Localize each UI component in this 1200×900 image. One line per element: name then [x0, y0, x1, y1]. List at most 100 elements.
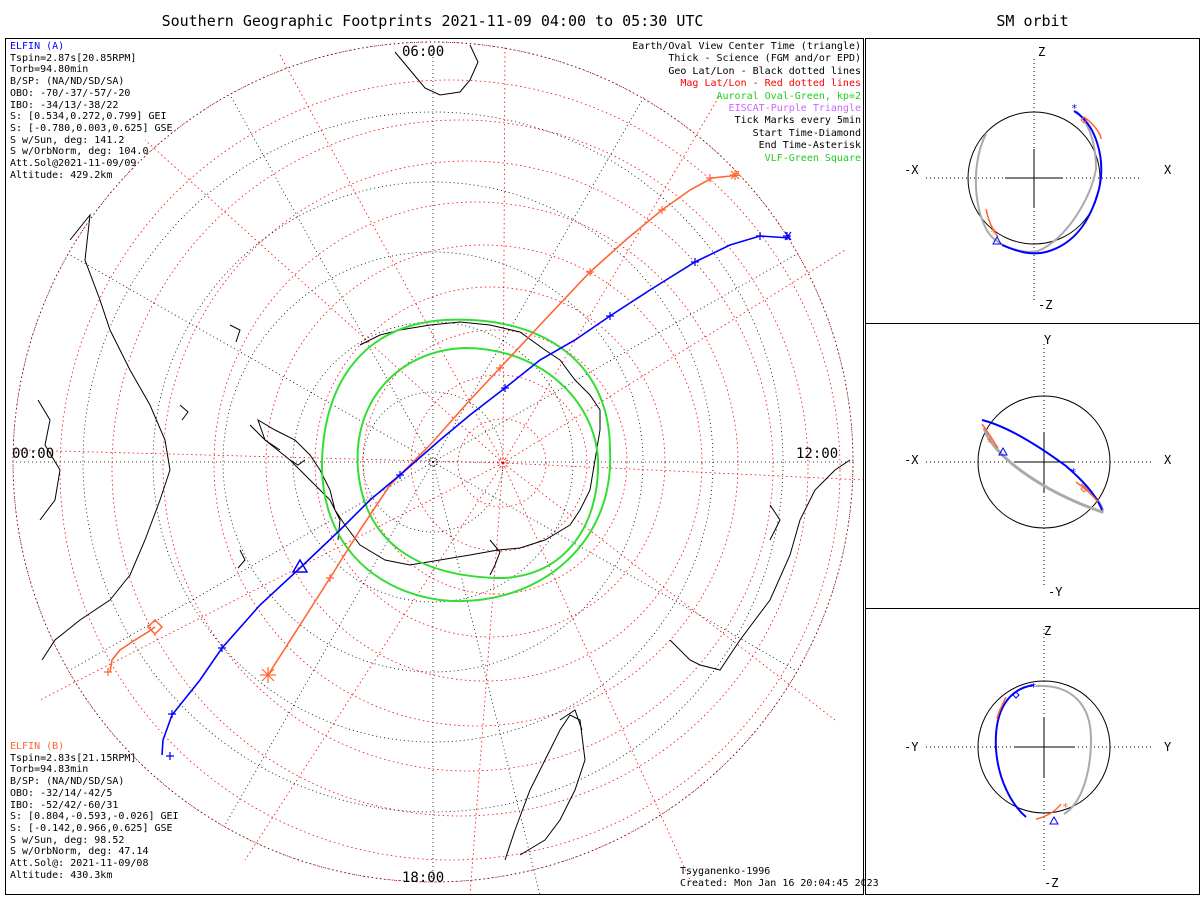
axis-label-left: -Y [904, 740, 919, 754]
legend-item: Tick Marks every 5min [734, 115, 861, 127]
diamond-marker [1080, 485, 1088, 493]
elfin-b-line: IBO: -52/42/-60/31 [10, 799, 119, 811]
orbit-blue [1001, 110, 1103, 255]
hour-label-right: 12:00 [796, 446, 839, 462]
elfin-b-line: S w/OrbNorm, deg: 47.14 [10, 846, 149, 858]
geo-lon-lines [13, 42, 853, 894]
sm-orbit-panel-xy: * * Y -Y -X X [865, 323, 1200, 609]
axis-label-top: Y [1044, 333, 1052, 347]
orbit-gray [974, 110, 1098, 253]
hour-label-left: 00:00 [12, 446, 55, 462]
orbit-orange [996, 696, 1007, 720]
elfin-b-line: S: [0.804,-0.593,-0.026] GEI [10, 811, 179, 823]
triangle-marker [998, 446, 1008, 456]
polar-map-frame [5, 38, 864, 895]
end-asterisk-marker: * [1070, 466, 1077, 479]
elfin-a-track [161, 235, 791, 756]
elfin-a-line: S: [-0.780,0.003,0.625] GSE [10, 122, 173, 134]
map-title: Southern Geographic Footprints 2021-11-0… [161, 12, 704, 30]
elfin-a-line: OBO: -70/-37/-57/-20 [10, 87, 131, 99]
orbit-gray [1035, 684, 1093, 815]
legend-item: Geo Lat/Lon - Black dotted lines [668, 65, 861, 77]
orbit-gray [982, 427, 1104, 514]
axis-label-left: -X [904, 163, 919, 177]
sm-orbit-panel-yz: * * Z -Z -Y Y [865, 608, 1200, 895]
elfin-a-line: Altitude: 429.2km [10, 169, 113, 181]
end-asterisk-marker: * [1071, 102, 1078, 115]
elfin-a-line: S: [0.534,0.272,0.799] GEI [10, 111, 167, 123]
credit-block: Tsyganenko-1996 Created: Mon Jan 16 20:0… [680, 866, 879, 890]
elfin-a-info: ELFIN (A) Tspin=2.87s[20.85RPM] Torb=94.… [10, 41, 173, 181]
mag-pole-marker [498, 458, 508, 468]
orbit-orange [1075, 481, 1099, 503]
hour-label-top: 06:00 [402, 44, 445, 60]
sm-orbit-title: SM orbit [996, 12, 1069, 30]
elfin-a-line: S w/OrbNorm, deg: 104.0 [10, 146, 149, 158]
elfin-b-line: Torb=94.83min [10, 764, 89, 776]
axis-label-top: Z [1038, 45, 1045, 59]
axis-label-bottom: -Z [1044, 876, 1058, 890]
mag-lon-lines [19, 44, 863, 894]
elfin-b-line: S w/Sun, deg: 98.52 [10, 834, 125, 846]
elfin-b-name: ELFIN (B) [10, 741, 65, 752]
sm-orbit-panel-xz: * * Z -Z -X X [865, 38, 1200, 324]
sm-orbit-plot: * * Z -Z -Y Y [904, 624, 1172, 890]
elfin-a-line: Torb=94.80min [10, 64, 89, 76]
created-timestamp: Created: Mon Jan 16 20:04:45 2023 [680, 878, 879, 889]
geo-pole-marker [428, 457, 438, 467]
start-diamond-marker [146, 618, 164, 636]
legend-item: Start Time-Diamond [752, 127, 861, 139]
elfin-b-line: Tspin=2.83s[21.15RPM] [10, 752, 137, 764]
map-legend: Earth/Oval View Center Time (triangle) T… [632, 41, 861, 165]
orbit-orange [981, 423, 999, 449]
elfin-a-line: S w/Sun, deg: 141.2 [10, 134, 125, 146]
elfin-b-line: B/SP: (NA/ND/SD/SA) [10, 776, 125, 788]
triangle-marker [992, 235, 1002, 245]
elfin-b-line: Att.Sol@: 2021-11-09/08 [10, 858, 149, 870]
sm-orbit-plot: * * Z -Z -X X [904, 45, 1172, 312]
elfin-a-line: Att.Sol@2021-11-09/09 [10, 158, 137, 170]
elfin-b-ticks [104, 170, 740, 683]
axis-label-right: X [1164, 163, 1172, 177]
axis-label-left: -X [904, 453, 919, 467]
view-center-triangle-marker [291, 558, 309, 573]
legend-item: Mag Lat/Lon - Red dotted lines [680, 78, 861, 90]
legend-item: VLF-Green Square [764, 152, 861, 164]
elfin-b-line: OBO: -32/14/-42/5 [10, 787, 113, 799]
end-asterisk-marker: * [986, 436, 993, 449]
axis-label-right: X [1164, 453, 1172, 467]
legend-item: Earth/Oval View Center Time (triangle) [632, 41, 861, 52]
polar-map [12, 41, 863, 894]
elfin-b-track [109, 174, 741, 676]
triangle-marker [1049, 815, 1059, 825]
elfin-b-line: S: [-0.142,0.966,0.625] GSE [10, 822, 173, 834]
mag-lat-circles [12, 41, 854, 883]
axis-label-right: Y [1164, 740, 1172, 754]
elfin-a-ticks [166, 231, 792, 760]
auroral-oval [320, 318, 612, 603]
end-asterisk-marker: * [1030, 681, 1037, 694]
elfin-b-line: Altitude: 430.3km [10, 869, 113, 881]
coastlines [37, 44, 851, 861]
legend-item: EISCAT-Purple Triangle [728, 103, 861, 115]
model-name: Tsyganenko-1996 [680, 866, 771, 877]
elfin-a-line: IBO: -34/13/-38/22 [10, 99, 119, 111]
orbit-orange [1035, 803, 1062, 820]
axis-label-bottom: -Y [1048, 585, 1063, 599]
legend-item: Thick - Science (FGM and/or EPD) [668, 53, 861, 65]
diamond-marker [1080, 116, 1088, 124]
legend-item: Auroral Oval-Green, kp=2 [716, 90, 862, 102]
axis-label-bottom: -Z [1038, 298, 1052, 312]
elfin-a-line: Tspin=2.87s[20.85RPM] [10, 52, 137, 64]
elfin-a-line: B/SP: (NA/ND/SD/SA) [10, 76, 125, 88]
orbit-orange [985, 208, 999, 238]
end-asterisk-marker: * [1062, 801, 1069, 814]
axis-label-top: Z [1044, 624, 1051, 638]
end-asterisk-marker: * [990, 226, 997, 239]
sm-orbit-plot: * * Y -Y -X X [904, 333, 1172, 599]
legend-item: End Time-Asterisk [758, 140, 861, 152]
elfin-b-info: ELFIN (B) Tspin=2.83s[21.15RPM] Torb=94.… [10, 741, 179, 881]
diamond-marker [1012, 691, 1020, 699]
orbit-blue [981, 419, 1103, 511]
elfin-a-name: ELFIN (A) [10, 41, 65, 52]
